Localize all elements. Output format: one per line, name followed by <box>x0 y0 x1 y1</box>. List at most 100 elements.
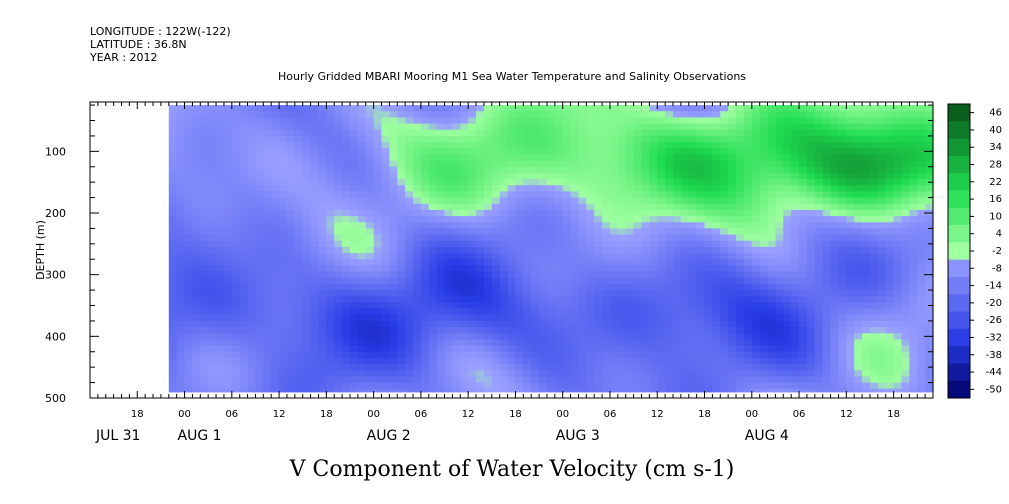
heatmap-cell <box>602 314 611 322</box>
heatmap-cell <box>759 222 769 230</box>
heatmap-cell <box>334 259 343 267</box>
heatmap-cell <box>349 209 359 217</box>
heatmap-cell <box>436 370 446 378</box>
heatmap-cell <box>799 246 808 254</box>
heatmap-cell <box>743 203 753 211</box>
heatmap-cell <box>452 234 461 242</box>
heatmap-cell <box>184 290 194 297</box>
heatmap-cell <box>168 129 178 137</box>
heatmap-cell <box>365 129 375 137</box>
heatmap-cell <box>602 382 611 390</box>
heatmap-cell <box>736 191 745 199</box>
heatmap-cell <box>925 203 934 211</box>
heatmap-cell <box>223 370 233 378</box>
heatmap-cell <box>814 123 824 131</box>
heatmap-cell <box>649 283 658 291</box>
heatmap-cell <box>476 179 485 186</box>
heatmap-cell <box>263 327 272 334</box>
heatmap-cell <box>830 129 840 137</box>
heatmap-cell <box>318 370 327 378</box>
heatmap-cell <box>381 222 390 230</box>
heatmap-cell <box>334 388 343 393</box>
heatmap-cell <box>381 333 390 341</box>
heatmap-cell <box>649 172 658 180</box>
heatmap-cell <box>326 376 335 384</box>
heatmap-cell <box>657 148 666 156</box>
heatmap-cell <box>507 370 517 378</box>
heatmap-cell <box>491 382 501 390</box>
heatmap-cell <box>334 265 343 273</box>
heatmap-cell <box>791 253 800 260</box>
heatmap-cell <box>539 283 548 291</box>
heatmap-cell <box>885 308 895 316</box>
heatmap-cell <box>208 172 217 180</box>
heatmap-cell <box>704 197 713 205</box>
heatmap-cell <box>554 259 564 267</box>
heatmap-cell <box>728 283 737 291</box>
heatmap-cell <box>476 259 485 267</box>
heatmap-cell <box>728 240 737 248</box>
colorbar-tick-label: -26 <box>986 315 1002 326</box>
heatmap-cell <box>310 160 320 168</box>
heatmap-cell <box>428 308 438 316</box>
heatmap-cell <box>602 234 611 242</box>
heatmap-cell <box>318 271 327 279</box>
heatmap-cell <box>428 172 438 180</box>
heatmap-cell <box>759 345 769 353</box>
heatmap-cell <box>468 148 477 156</box>
heatmap-cell <box>799 209 808 217</box>
heatmap-cell <box>460 105 469 112</box>
heatmap-cell <box>357 339 367 347</box>
heatmap-cell <box>578 376 587 384</box>
heatmap-cell <box>862 308 871 316</box>
heatmap-cell <box>373 142 383 149</box>
heatmap-cell <box>830 376 840 384</box>
heatmap-cell <box>791 117 800 125</box>
heatmap-cell <box>869 283 879 291</box>
heatmap-cell <box>539 357 548 365</box>
heatmap-cell <box>712 283 721 291</box>
heatmap-cell <box>570 191 580 199</box>
heatmap-cell <box>759 154 769 162</box>
heatmap-cell <box>806 105 816 112</box>
heatmap-cell <box>625 283 635 291</box>
heatmap-cell <box>342 283 351 291</box>
heatmap-cell <box>326 123 335 131</box>
heatmap-cell <box>444 339 454 347</box>
heatmap-cell <box>617 345 627 353</box>
heatmap-cell <box>247 253 257 260</box>
heatmap-cell <box>546 203 556 211</box>
heatmap-cell <box>420 320 430 328</box>
heatmap-cell <box>168 160 178 168</box>
heatmap-cell <box>523 370 532 378</box>
heatmap-cell <box>696 314 706 322</box>
heatmap-cell <box>208 357 217 365</box>
heatmap-cell <box>491 222 501 230</box>
heatmap-cell <box>877 160 887 168</box>
heatmap-cell <box>168 222 178 230</box>
heatmap-cell <box>239 191 249 199</box>
heatmap-cell <box>680 345 690 353</box>
heatmap-cell <box>271 172 280 180</box>
heatmap-cell <box>751 105 761 112</box>
heatmap-cell <box>491 314 501 322</box>
heatmap-cell <box>294 216 304 223</box>
heatmap-cell <box>168 105 178 112</box>
heatmap-cell <box>554 172 564 180</box>
heatmap-cell <box>665 209 674 217</box>
heatmap-cell <box>365 160 375 168</box>
heatmap-cell <box>200 388 209 393</box>
heatmap-cell <box>507 154 517 162</box>
x-date-label: AUG 2 <box>367 428 411 444</box>
heatmap-cell <box>578 111 587 119</box>
heatmap-cell <box>609 197 619 205</box>
heatmap-cell <box>767 203 777 211</box>
heatmap-cell <box>216 185 225 193</box>
heatmap-cell <box>586 172 595 180</box>
heatmap-cell <box>633 240 643 248</box>
heatmap-cell <box>877 357 887 365</box>
heatmap-cell <box>286 111 296 119</box>
heatmap-cell <box>413 172 422 180</box>
heatmap-cell <box>806 123 816 131</box>
heatmap-cell <box>877 111 887 119</box>
